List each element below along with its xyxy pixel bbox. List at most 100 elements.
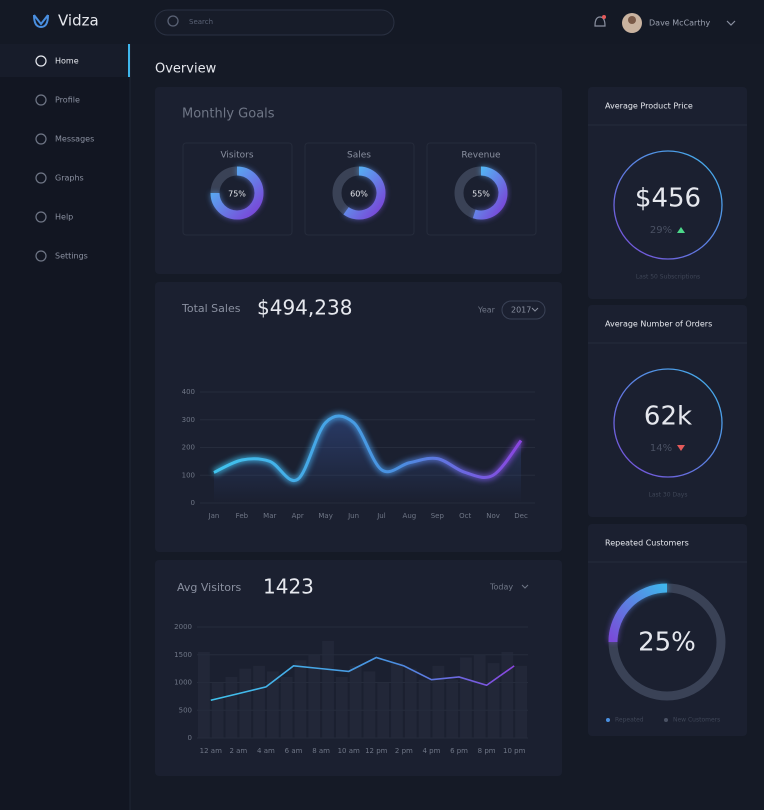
page-title: Overview (155, 62, 217, 77)
bg-bar (501, 651, 514, 738)
bg-bar (198, 651, 210, 738)
bell-icon[interactable] (594, 16, 606, 27)
stat-card (588, 305, 747, 517)
x-tick-label: Dec (514, 512, 528, 520)
x-tick-label: Oct (459, 512, 471, 520)
monthly-goals-title: Monthly Goals (182, 107, 275, 122)
x-tick-label: Jul (376, 512, 386, 520)
legend-dot (606, 718, 610, 722)
bg-bar (294, 660, 307, 738)
sidebar (0, 44, 130, 810)
y-tick-label: 1000 (174, 679, 192, 687)
nav-item[interactable]: Messages (55, 135, 94, 144)
stat-title: Average Product Price (605, 102, 693, 111)
total-sales-total: $494,238 (257, 296, 352, 320)
x-tick-label: Mar (263, 512, 276, 520)
nav-icon (35, 250, 47, 262)
stat-footnote: Last 50 Subscriptions (636, 274, 700, 281)
x-tick-label: 6 pm (450, 747, 468, 755)
goal-arc (472, 166, 508, 220)
legend-label: New Customers (673, 717, 720, 724)
y-tick-label: 300 (182, 416, 195, 424)
goal-label: Revenue (461, 151, 501, 161)
bg-bar (377, 682, 390, 738)
search-box[interactable] (154, 9, 395, 36)
trend-arrow (677, 227, 685, 233)
trend-arrow (677, 445, 685, 451)
year-value: 2017 (511, 306, 531, 315)
repeated-customers-title: Repeated Customers (605, 539, 689, 548)
stat-change: 29% (650, 225, 672, 236)
x-tick-label: Jun (347, 512, 359, 520)
nav-item[interactable]: Graphs (55, 174, 84, 183)
y-tick-label: 100 (182, 471, 195, 479)
bg-bar (446, 679, 459, 738)
x-tick-label: 2 am (229, 747, 247, 755)
bg-bar (460, 657, 472, 738)
y-tick-label: 400 (182, 388, 195, 396)
search-placeholder: Search (189, 18, 213, 26)
bg-bar (253, 665, 265, 738)
goal-arc (343, 166, 386, 220)
donut-arc (608, 583, 668, 643)
nav-item[interactable]: Profile (55, 96, 80, 105)
stat-change: 14% (650, 443, 672, 454)
x-tick-label: 8 am (312, 747, 330, 755)
nav-active-bar (128, 44, 130, 77)
goal-value: 55% (472, 190, 490, 199)
bg-bar (515, 665, 527, 738)
goal-label: Visitors (220, 151, 253, 161)
bg-bar (308, 654, 321, 738)
bg-bar (335, 676, 348, 738)
goal-label: Sales (347, 151, 371, 161)
x-tick-label: Sep (431, 512, 445, 520)
y-tick-label: 0 (188, 734, 192, 742)
x-tick-label: 4 am (257, 747, 275, 755)
avg-visitors-title: Avg Visitors (177, 581, 242, 594)
line (210, 656, 515, 702)
search-icon (167, 15, 179, 27)
x-tick-label: Nov (486, 512, 500, 520)
bg-bar (280, 676, 293, 738)
stat-card (588, 87, 747, 299)
monthly-goals-card (155, 87, 562, 274)
user-menu-chevron[interactable] (726, 20, 736, 26)
x-tick-label: 10 pm (503, 747, 526, 755)
y-tick-label: 0 (191, 499, 195, 507)
goal-value: 60% (350, 190, 368, 199)
nav-active-bg (0, 44, 130, 77)
total-sales-title: Total Sales (181, 302, 241, 315)
goal-box (182, 142, 293, 236)
y-tick-label: 500 (179, 706, 192, 714)
bg-bar (473, 654, 486, 738)
nav-icon (35, 133, 47, 145)
x-tick-label: Jan (208, 512, 220, 520)
x-tick-label: 4 pm (422, 747, 440, 755)
user-name[interactable]: Dave McCarthy (649, 19, 711, 28)
today-select[interactable]: Today (489, 583, 513, 592)
stat-ring (613, 150, 723, 260)
nav-icon (35, 211, 47, 223)
line (213, 414, 523, 483)
year-select[interactable] (501, 300, 546, 320)
bg-bar (349, 665, 362, 738)
notification-dot (602, 15, 606, 19)
y-tick-label: 200 (182, 444, 195, 452)
avatar-face (628, 16, 636, 24)
bg-bar (404, 668, 417, 738)
bg-bar (418, 679, 431, 738)
nav-item[interactable]: Home (55, 57, 79, 66)
x-tick-label: 8 pm (478, 747, 496, 755)
bg-bar (239, 668, 252, 738)
avg-visitors-total: 1423 (263, 575, 314, 599)
x-tick-label: 2 pm (395, 747, 413, 755)
nav-item[interactable]: Help (55, 213, 73, 222)
nav-item[interactable]: Settings (55, 252, 88, 261)
today-chevron (521, 584, 529, 589)
stat-footnote: Last 30 Days (649, 492, 688, 499)
legend-label: Repeated (615, 717, 644, 724)
nav-icon (35, 55, 47, 67)
bg-bar (363, 671, 376, 738)
bg-bar (225, 676, 238, 738)
